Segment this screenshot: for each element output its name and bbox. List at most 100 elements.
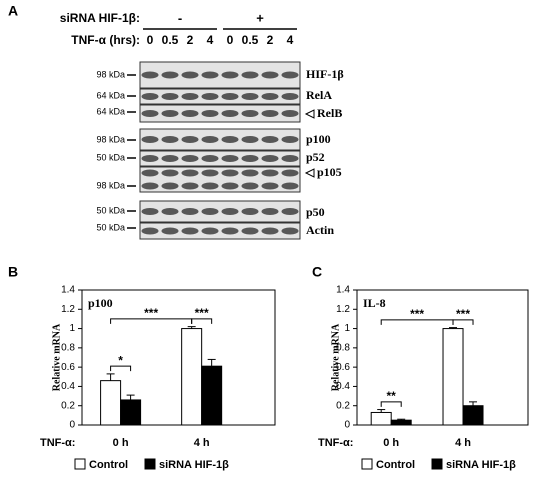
blot-band [261, 208, 279, 215]
y-tick-label: 0.2 [61, 400, 75, 411]
blot-band [261, 71, 279, 79]
blot-band [201, 71, 219, 79]
blot-band [281, 71, 299, 79]
time-label: 2 [187, 33, 194, 47]
blot-band [141, 93, 159, 100]
blot-band [161, 208, 179, 215]
y-tick-label: 1.2 [61, 304, 75, 315]
blot-band [221, 182, 239, 190]
plot-frame [356, 289, 529, 426]
blot-band [161, 227, 179, 235]
legend-label: siRNA HIF-1β [446, 459, 516, 471]
y-tick-label: 0.4 [61, 381, 75, 392]
x-tick-label: 4 h [194, 437, 210, 449]
y-tick-label: 1.2 [336, 304, 350, 315]
blot-band [181, 136, 199, 143]
blot-band [281, 208, 299, 215]
y-tick-label: 0.2 [336, 400, 350, 411]
blot-band [261, 227, 279, 235]
significance-label: *** [144, 306, 158, 320]
blot-band [221, 136, 239, 143]
blot-band [241, 227, 259, 235]
significance-label: ** [387, 389, 397, 403]
y-tick-label: 1.4 [61, 285, 75, 296]
blot-band [201, 136, 219, 143]
blot-band [261, 155, 279, 162]
chart-title: p100 [88, 296, 113, 310]
time-label: 0.5 [162, 33, 179, 47]
blot-band [201, 110, 219, 117]
blot-band [181, 227, 199, 235]
blot-band [201, 182, 219, 190]
blot-band [201, 93, 219, 100]
blot-band [201, 169, 219, 177]
y-tick-label: 0.8 [61, 342, 75, 353]
blot-band [221, 93, 239, 100]
marker-label: 98 kDa [96, 69, 125, 79]
blot-band [161, 93, 179, 100]
blot-band [141, 169, 159, 177]
blot-band [261, 169, 279, 177]
blot-band [141, 136, 159, 143]
panel-label: B [8, 264, 18, 280]
protein-label: Actin [306, 223, 334, 237]
blot-band [201, 208, 219, 215]
time-label: 0 [227, 33, 234, 47]
blot-band [241, 208, 259, 215]
bar [370, 411, 392, 426]
blot-band [241, 169, 259, 177]
time-label: 0 [147, 33, 154, 47]
x-axis-label: TNF-α: [318, 437, 353, 449]
blot-band [241, 93, 259, 100]
bar [100, 380, 122, 426]
blot-band [281, 136, 299, 143]
blot-band [141, 155, 159, 162]
legend-swatch [74, 458, 86, 470]
blot-band [221, 71, 239, 79]
marker-label: 64 kDa [96, 90, 125, 100]
time-label: 4 [287, 33, 294, 47]
x-tick-label: 0 h [113, 437, 129, 449]
blot-band [241, 110, 259, 117]
significance-label: * [118, 353, 123, 367]
marker-label: 50 kDa [96, 152, 125, 162]
time-label: 2 [267, 33, 274, 47]
y-tick-label: 0.6 [336, 362, 350, 373]
legend-swatch [361, 458, 373, 470]
y-tick-label: 1 [344, 323, 350, 334]
legend-label: Control [89, 459, 128, 471]
blot-band [241, 155, 259, 162]
marker-label: 50 kDa [96, 205, 125, 215]
blot-band [141, 110, 159, 117]
significance-label: *** [410, 307, 424, 321]
blot-band [161, 169, 179, 177]
sirna-label: siRNA HIF-1β: [60, 11, 140, 25]
y-axis-label: Relative mRNA [330, 323, 341, 391]
blot-band [141, 71, 159, 79]
y-tick-label: 0.6 [61, 362, 75, 373]
blot-strip [139, 200, 301, 223]
bar [120, 399, 142, 426]
blot-band [221, 169, 239, 177]
blot-band [221, 155, 239, 162]
blot-strip [139, 150, 301, 167]
marker-label: 64 kDa [96, 106, 125, 116]
marker-label: 98 kDa [96, 134, 125, 144]
y-tick-label: 0 [344, 420, 350, 431]
y-axis-label: Relative mRNA [51, 323, 62, 391]
blot-band [161, 182, 179, 190]
bar [462, 405, 484, 426]
significance-label: *** [456, 307, 470, 321]
sirna-state: + [256, 10, 264, 25]
panel-label: A [8, 3, 18, 19]
blot-band [181, 169, 199, 177]
marker-label: 98 kDa [96, 180, 125, 190]
x-tick-label: 4 h [455, 437, 471, 449]
blot-band [141, 208, 159, 215]
bar [390, 419, 412, 426]
panel-label: C [312, 264, 322, 280]
protein-label: p50 [306, 205, 325, 219]
blot-strip [139, 88, 301, 105]
blot-band [241, 182, 259, 190]
